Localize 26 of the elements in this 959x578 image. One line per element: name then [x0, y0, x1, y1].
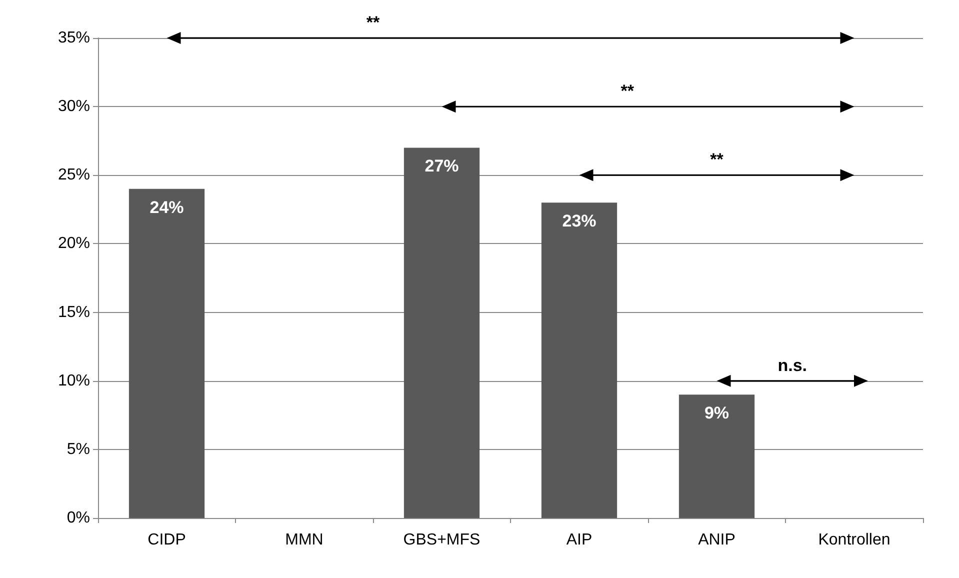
annotation: **	[620, 82, 634, 101]
y-tick-label: 15%	[58, 304, 90, 321]
data-label: 24%	[150, 198, 184, 217]
bar	[541, 202, 618, 518]
y-tick-label: 20%	[58, 235, 90, 252]
text: **	[366, 13, 380, 32]
y-tick-label: 0%	[66, 510, 90, 526]
x-tick-label: ANIP	[698, 532, 736, 548]
bar	[678, 394, 755, 518]
y-tick-label: 30%	[58, 98, 90, 116]
annotation: **	[710, 150, 724, 170]
x-tick-label: AIP	[566, 532, 592, 548]
x-tick-label: CIDP	[148, 532, 186, 548]
x-tick-label: GBS+MFS	[403, 532, 480, 548]
y-tick-label: 35%	[58, 30, 90, 46]
data-label: 23%	[562, 212, 596, 231]
bar	[128, 188, 205, 518]
y-tick-label: 10%	[58, 372, 90, 390]
y-tick-label: 25%	[58, 166, 90, 184]
x-tick-label: MMN	[285, 532, 324, 548]
data-label: 27%	[424, 156, 459, 176]
bar	[404, 148, 480, 518]
annotation: n.s.	[778, 356, 808, 375]
data-label: 9%	[704, 404, 730, 423]
y-tick-label: 5%	[66, 440, 90, 458]
x-tick-label: Kontrollen	[818, 532, 890, 548]
